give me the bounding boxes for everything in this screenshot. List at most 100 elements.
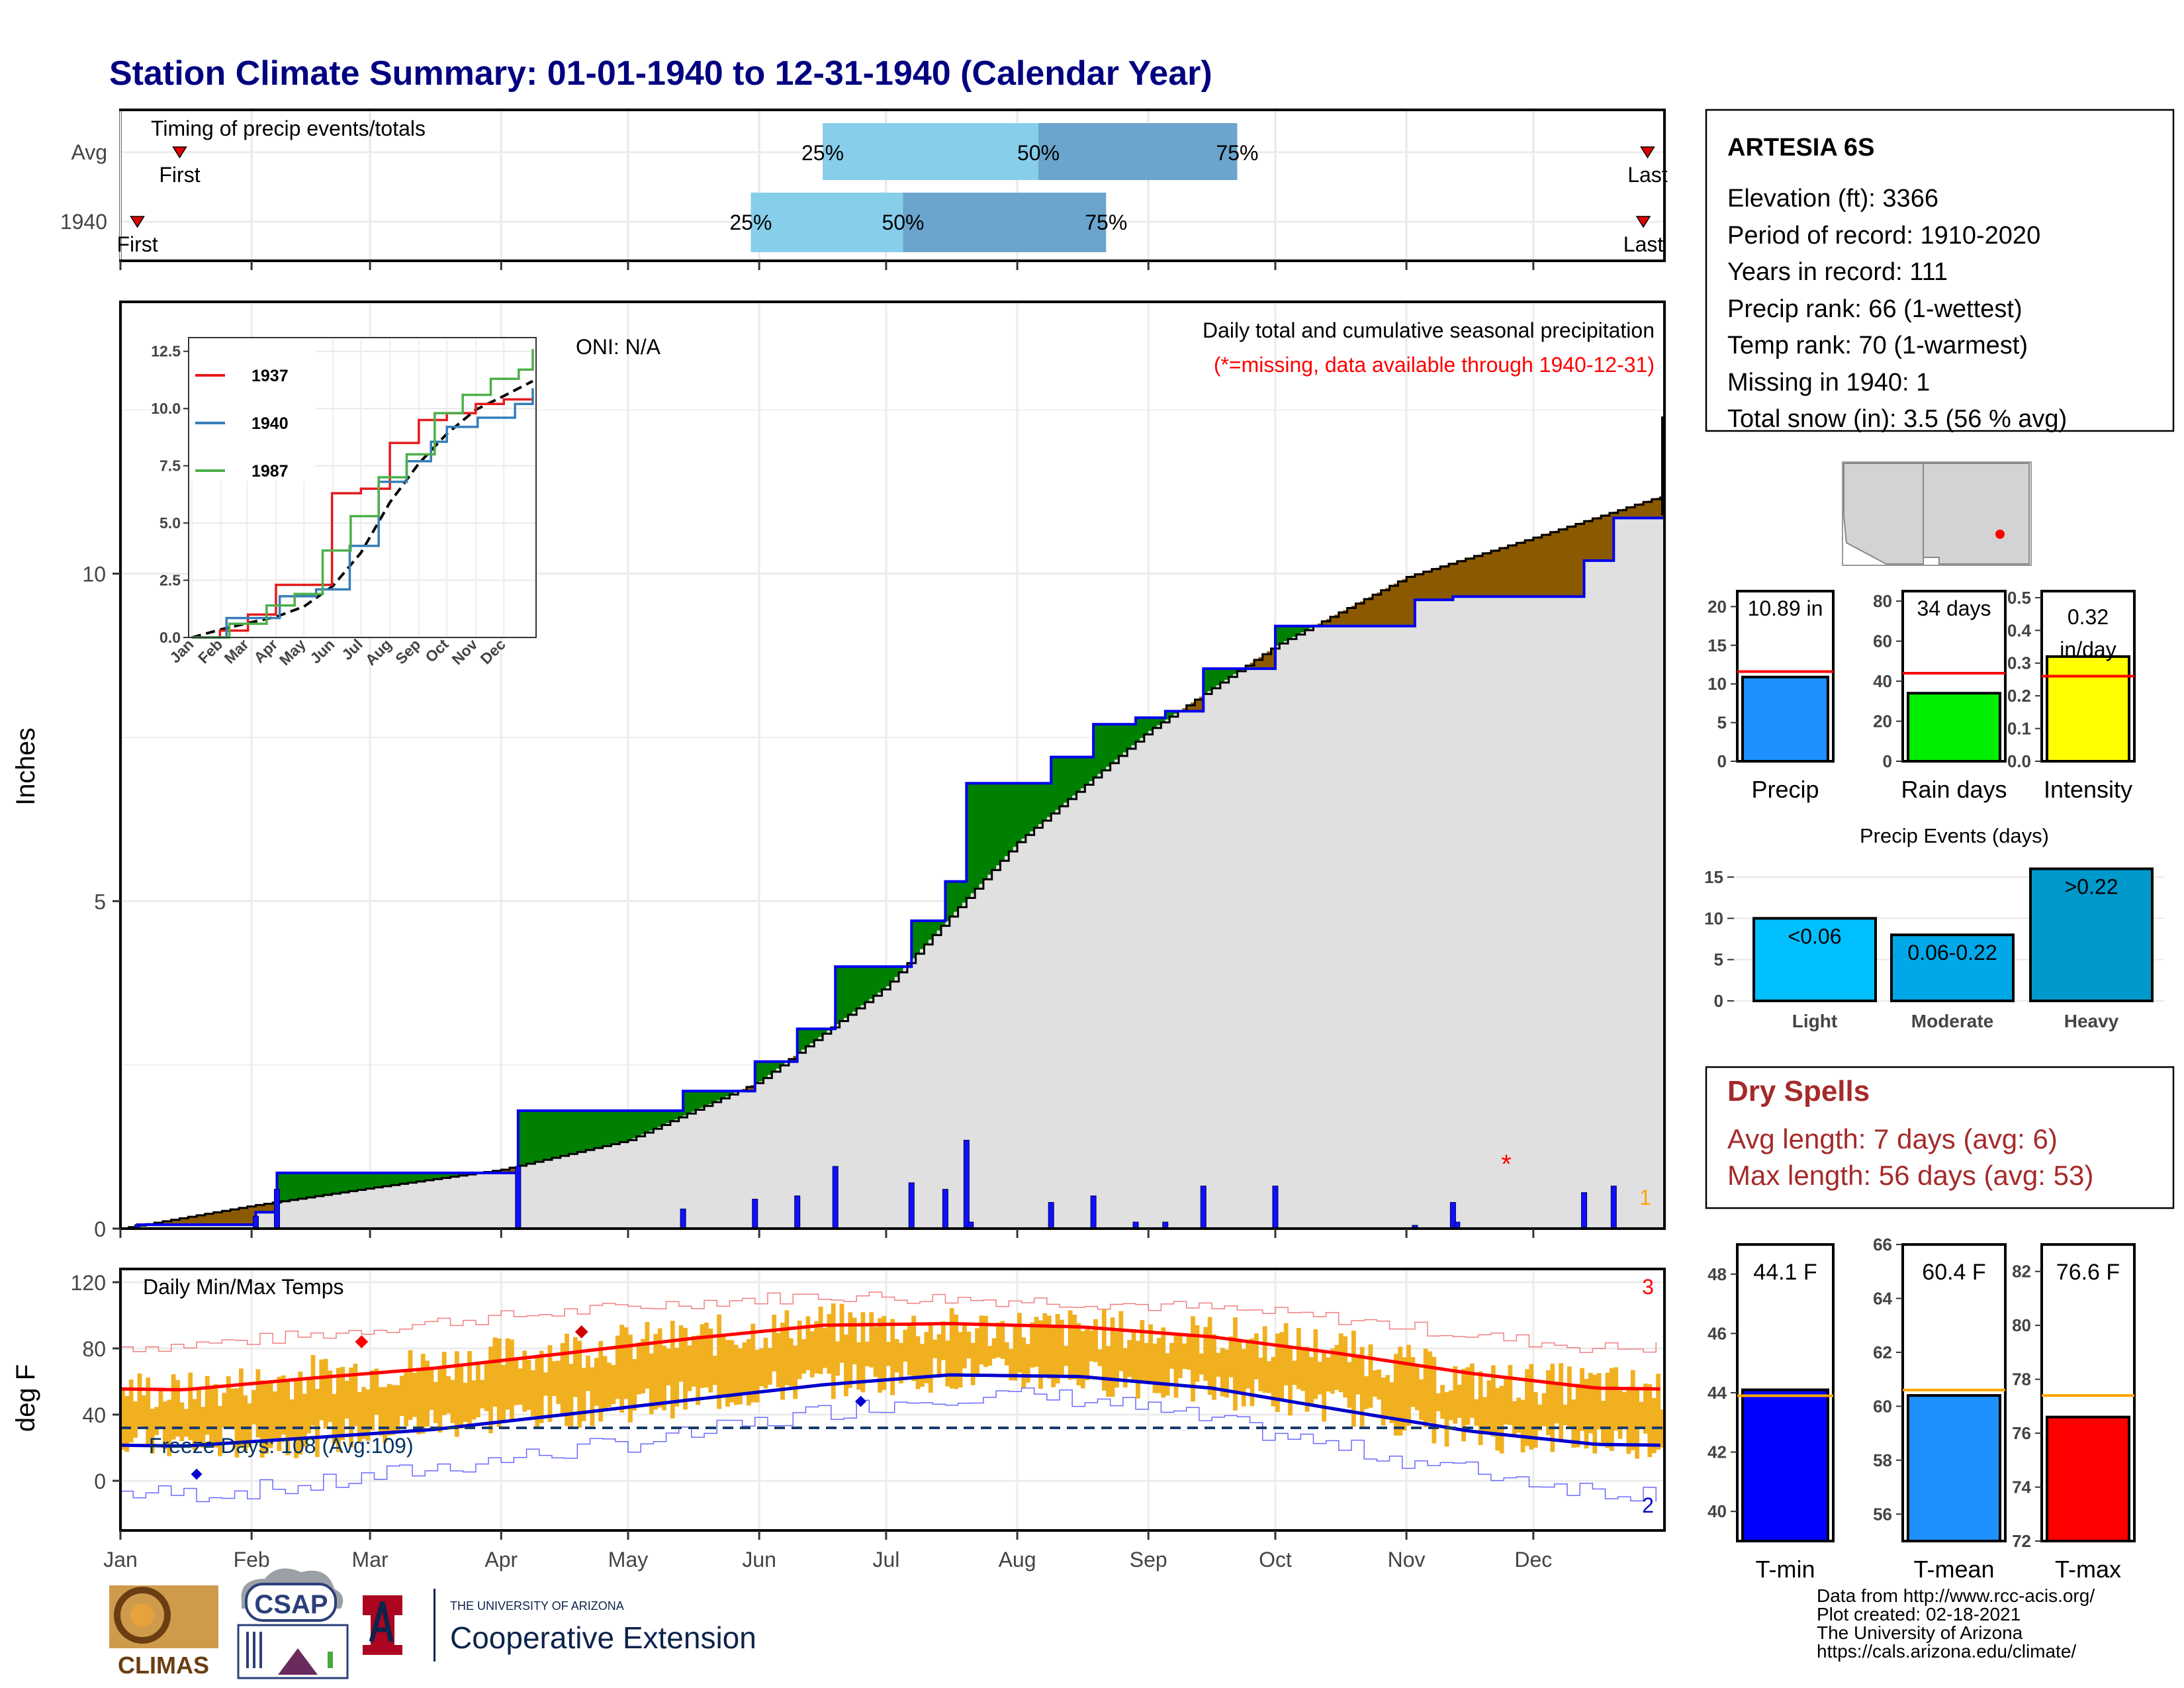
daily-temp-bar [1228, 1336, 1234, 1378]
cumulative-base-slice [294, 1199, 299, 1229]
cumulative-base-slice [1322, 626, 1327, 1229]
daily-temp-bar [264, 1383, 269, 1454]
daily-temp-bar [1004, 1342, 1009, 1366]
cumulative-base-slice [1457, 596, 1462, 1229]
surplus-slice [649, 1110, 654, 1131]
daily-temp-bar [1156, 1338, 1161, 1393]
cumulative-base-slice [408, 1182, 413, 1229]
deficit-slice [1423, 571, 1428, 600]
cumulative-base-slice [586, 1150, 591, 1229]
events-bar-label: >0.22 [2065, 874, 2118, 898]
footer-credits: Data from http://www.rcc-acis.org/ Plot … [1817, 1585, 2095, 1662]
daily-precip-bar [1272, 1186, 1279, 1229]
daily-temp-bar [1182, 1343, 1187, 1370]
surplus-slice [882, 966, 887, 990]
events-tick-label: 0 [1714, 991, 1723, 1011]
surplus-slice [666, 1110, 671, 1123]
cumulative-base-slice [268, 1212, 273, 1229]
daily-precip-bar [515, 1166, 522, 1229]
deficit-slice [226, 1210, 231, 1225]
daily-temp-bar [1364, 1376, 1369, 1409]
daily-precip-bar [1200, 1186, 1206, 1229]
temp-panel-frame [119, 1268, 1666, 1532]
cumulative-base-slice [374, 1187, 379, 1229]
daily-temp-bar [226, 1376, 231, 1428]
cumulative-base-slice [1237, 671, 1242, 1229]
cumulative-base-slice [1042, 820, 1048, 1229]
station-period: Period of record: 1910-2020 [1727, 222, 2040, 250]
deficit-slice [247, 1206, 252, 1225]
daily-temp-bar [1393, 1354, 1398, 1436]
surplus-slice [936, 920, 942, 931]
cumulative-base-slice [1038, 824, 1044, 1229]
daily-temp-bar [945, 1340, 950, 1387]
cumulative-base-slice [1398, 626, 1403, 1229]
surplus-slice [864, 966, 870, 1002]
surplus-slice [954, 881, 959, 912]
surplus-slice [547, 1110, 553, 1159]
surplus-slice [598, 1110, 604, 1147]
record-high-count: 3 [1642, 1275, 1654, 1299]
deficit-slice [907, 962, 912, 967]
cumulative-base-slice [1152, 727, 1158, 1229]
station-missing: Missing in 1940: 1 [1727, 369, 1930, 397]
surplus-slice [975, 783, 980, 889]
daily-temp-bar [1465, 1367, 1471, 1425]
cumulative-base-slice [1110, 763, 1115, 1229]
cumulative-base-slice [1216, 685, 1221, 1229]
cumulative-base-slice [628, 1140, 633, 1229]
daily-temp-bar [175, 1380, 180, 1437]
surplus-slice [1131, 724, 1136, 745]
daily-temp-bar [1449, 1390, 1453, 1421]
daily-temp-bar [1148, 1324, 1153, 1382]
surplus-slice [526, 1110, 531, 1164]
dry-spells-max: Max length: 56 days (avg: 53) [1727, 1160, 2093, 1191]
daily-temp-bar [678, 1325, 684, 1382]
daily-precip-bar [794, 1196, 801, 1229]
deficit-slice [1465, 558, 1471, 597]
daily-temp-bar [1414, 1366, 1420, 1411]
cumulative-base-slice [441, 1178, 447, 1229]
cumulative-base-slice [158, 1225, 163, 1229]
daily-temp-bar [505, 1338, 510, 1410]
cumulative-base-slice [1106, 767, 1111, 1229]
surplus-slice [1279, 626, 1285, 644]
summary-raindays-tick-label: 40 [1873, 671, 1892, 691]
cumulative-base-slice [700, 1107, 705, 1229]
cumulative-base-slice [899, 972, 904, 1229]
daily-temp-bar [1309, 1357, 1314, 1405]
daily-temp-bar [167, 1399, 172, 1456]
cumulative-base-slice [1161, 722, 1166, 1229]
daily-temp-bar [1423, 1348, 1428, 1427]
daily-temp-bar [1575, 1383, 1580, 1448]
daily-temp-bar [1288, 1346, 1293, 1416]
precip-missing-note: (*=missing, data available through 1940-… [1214, 353, 1655, 377]
daily-temp-bar [1317, 1362, 1322, 1395]
month-tick-label: Nov [1388, 1548, 1426, 1571]
deficit-slice [1246, 665, 1251, 669]
daily-temp-bar [243, 1395, 248, 1452]
cumulative-base-slice [712, 1102, 717, 1229]
daily-temp-bar [1406, 1344, 1411, 1426]
cumulative-base-slice [383, 1186, 388, 1229]
daily-temp-bar [594, 1358, 599, 1406]
surplus-slice [1059, 757, 1064, 806]
daily-temp-bar [696, 1335, 701, 1405]
surplus-slice [966, 783, 972, 898]
daily-temp-bar [996, 1323, 1001, 1358]
daily-temp-bar [522, 1350, 527, 1412]
surplus-slice [539, 1110, 544, 1161]
precip-y-tick-label: 0 [94, 1217, 106, 1241]
surplus-slice [776, 1061, 781, 1069]
summary-raindays-label: Rain days [1901, 776, 2007, 803]
cumulative-base-slice [361, 1189, 367, 1229]
daily-temp-bar [340, 1366, 345, 1440]
cumulative-base-slice [471, 1174, 477, 1229]
events-category-label: Light [1792, 1011, 1837, 1031]
surplus-slice [1144, 718, 1149, 735]
cumulative-base-slice [886, 986, 891, 1229]
daily-temp-bar [154, 1407, 159, 1435]
temp-summary-tmax-tick-label: 76 [2012, 1423, 2031, 1443]
daily-temp-bar [1533, 1391, 1538, 1448]
daily-temp-bar [751, 1323, 756, 1403]
